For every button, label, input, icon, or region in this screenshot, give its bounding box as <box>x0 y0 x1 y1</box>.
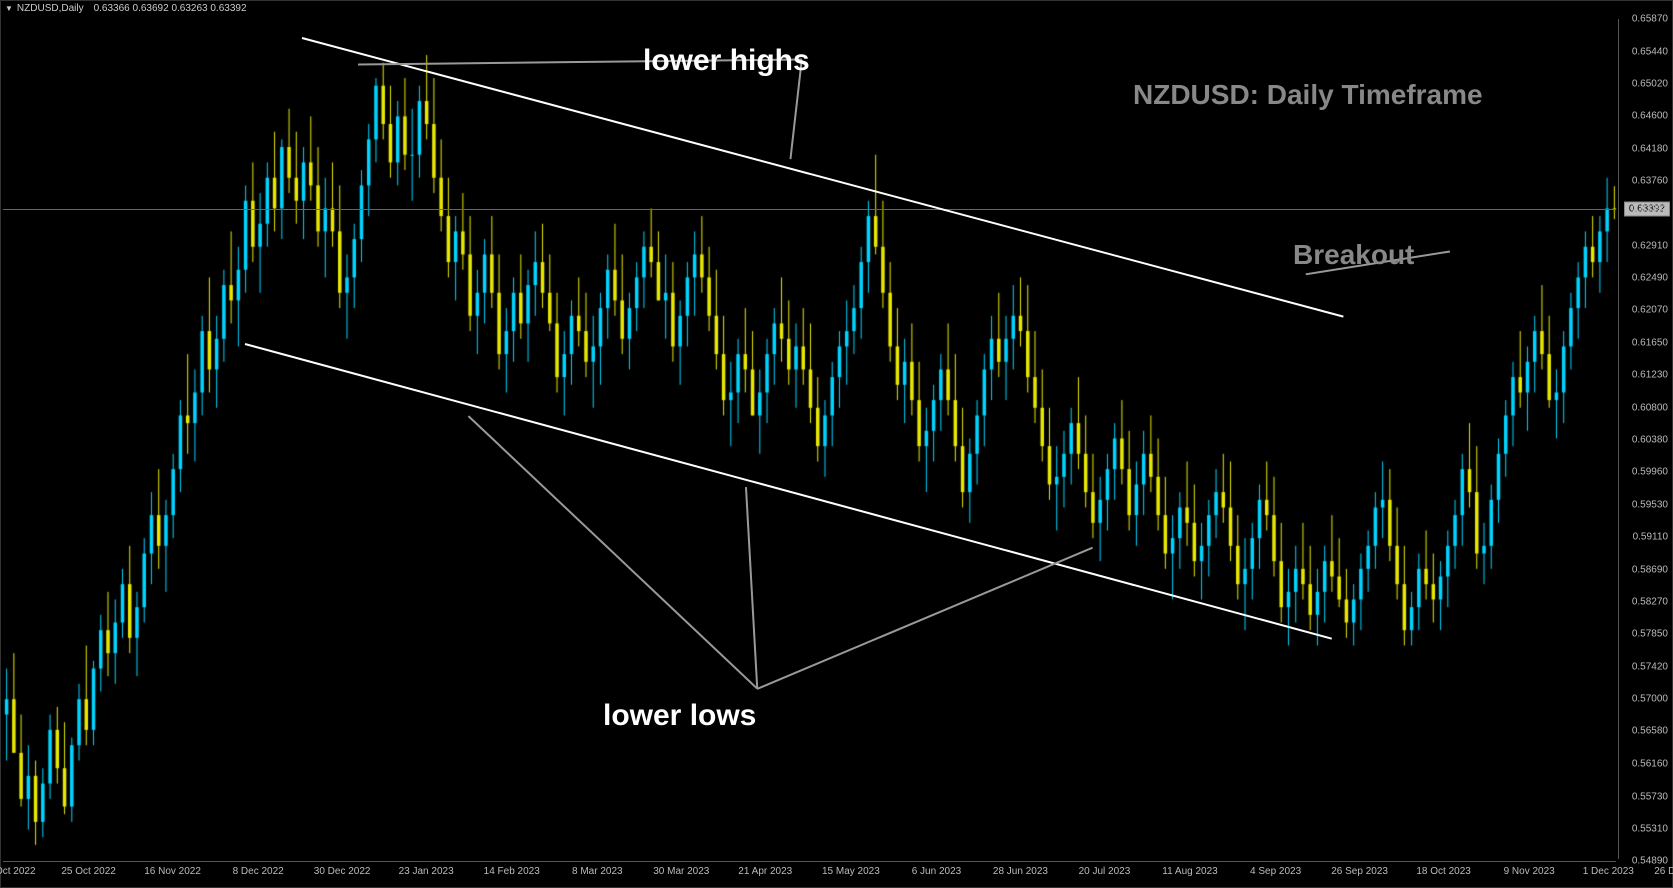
y-tick: 0.64600 <box>1632 111 1668 122</box>
y-tick: 0.57850 <box>1632 629 1668 640</box>
y-tick: 0.61650 <box>1632 337 1668 348</box>
y-tick: 0.57000 <box>1632 694 1668 705</box>
chart-window: ▼ NZDUSD,Daily 0.63366 0.63692 0.63263 0… <box>0 0 1673 888</box>
plot-area[interactable]: 0.63392 lower highs lower lows Breakout … <box>3 19 1616 859</box>
breakout-annotation: Breakout <box>1293 239 1414 271</box>
y-tick: 0.59530 <box>1632 500 1668 511</box>
x-tick: 16 Nov 2022 <box>144 866 201 877</box>
y-tick: 0.60380 <box>1632 435 1668 446</box>
x-tick: 26 Sep 2023 <box>1331 866 1388 877</box>
y-tick: 0.57420 <box>1632 661 1668 672</box>
x-tick: 21 Apr 2023 <box>738 866 792 877</box>
x-tick: 30 Mar 2023 <box>653 866 709 877</box>
x-tick: 8 Mar 2023 <box>572 866 623 877</box>
y-tick: 0.58270 <box>1632 596 1668 607</box>
x-tick: 3 Oct 2022 <box>0 866 36 877</box>
current-price-line: 0.63392 <box>3 209 1616 210</box>
x-tick: 8 Dec 2022 <box>233 866 284 877</box>
x-tick: 15 May 2023 <box>822 866 880 877</box>
y-tick: 0.64180 <box>1632 143 1668 154</box>
y-tick: 0.65440 <box>1632 46 1668 57</box>
symbol-label: NZDUSD,Daily <box>17 3 84 14</box>
x-tick: 6 Jun 2023 <box>912 866 962 877</box>
x-tick: 23 Jan 2023 <box>399 866 454 877</box>
x-tick: 9 Nov 2023 <box>1504 866 1555 877</box>
candlestick-canvas <box>3 19 1618 861</box>
y-tick: 0.60800 <box>1632 402 1668 413</box>
x-axis: 3 Oct 2022 25 Oct 2022 16 Nov 2022 8 Dec 20… <box>3 861 1616 887</box>
y-tick: 0.54890 <box>1632 856 1668 867</box>
y-tick: 0.56580 <box>1632 726 1668 737</box>
x-tick: 28 Jun 2023 <box>993 866 1048 877</box>
y-tick: 0.55310 <box>1632 823 1668 834</box>
y-tick: 0.63392 <box>1632 204 1668 215</box>
x-tick: 18 Oct 2023 <box>1416 866 1470 877</box>
x-tick: 11 Aug 2023 <box>1162 866 1217 877</box>
x-tick: 30 Dec 2022 <box>314 866 371 877</box>
y-tick: 0.62070 <box>1632 305 1668 316</box>
y-tick: 0.59110 <box>1633 532 1668 543</box>
chevron-down-icon[interactable]: ▼ <box>5 4 13 13</box>
x-tick: 4 Sep 2023 <box>1250 866 1301 877</box>
y-axis: 0.658700.654400.650200.646000.641800.637… <box>1618 19 1672 859</box>
y-tick: 0.61230 <box>1632 369 1668 380</box>
ohlc-label: 0.63366 0.63692 0.63263 0.63392 <box>94 3 247 14</box>
y-tick: 0.59960 <box>1632 467 1668 478</box>
x-tick: 14 Feb 2023 <box>484 866 540 877</box>
x-tick: 25 Oct 2022 <box>61 866 115 877</box>
x-tick: 26 Dec 2023 <box>1654 866 1673 877</box>
y-tick: 0.63760 <box>1632 175 1668 186</box>
lower-lows-annotation: lower lows <box>603 699 756 733</box>
lower-highs-annotation: lower highs <box>643 44 810 78</box>
y-tick: 0.62490 <box>1632 273 1668 284</box>
y-tick: 0.58690 <box>1632 564 1668 575</box>
y-tick: 0.65020 <box>1632 79 1668 90</box>
y-tick: 0.62910 <box>1632 240 1668 251</box>
y-tick: 0.65870 <box>1632 14 1668 25</box>
x-tick: 1 Dec 2023 <box>1583 866 1634 877</box>
chart-header: ▼ NZDUSD,Daily 0.63366 0.63692 0.63263 0… <box>5 3 247 14</box>
x-tick: 20 Jul 2023 <box>1079 866 1131 877</box>
y-tick: 0.56160 <box>1632 758 1668 769</box>
y-tick: 0.55730 <box>1632 791 1668 802</box>
chart-subtitle: NZDUSD: Daily Timeframe <box>1133 79 1483 111</box>
